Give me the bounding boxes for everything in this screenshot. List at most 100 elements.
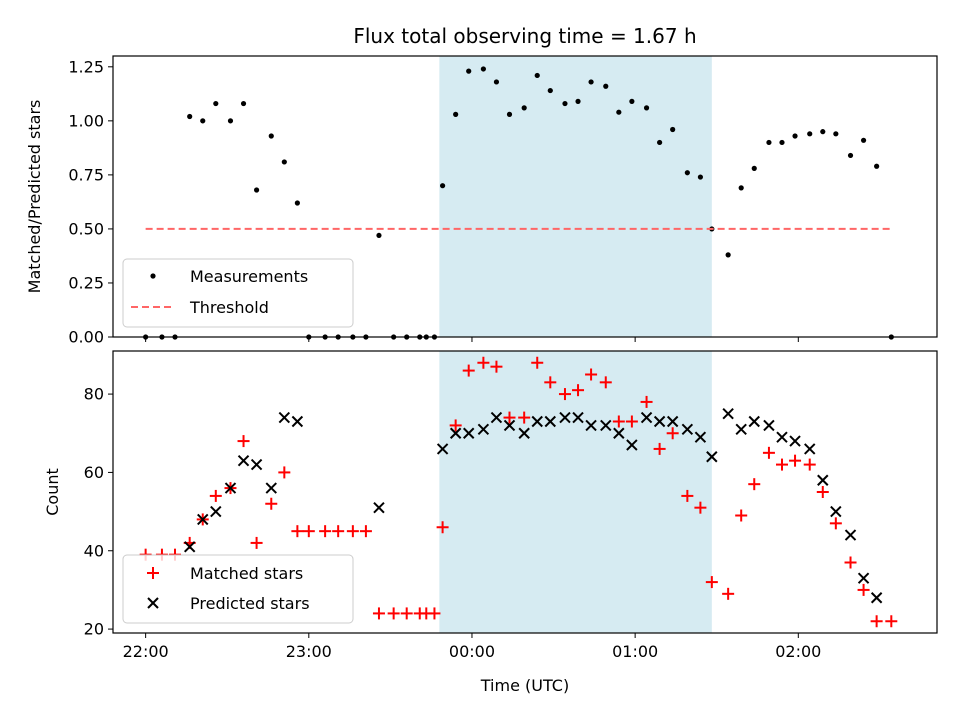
predicted-stars-point	[626, 439, 638, 451]
measurements-point	[227, 118, 234, 124]
y-tick-label: 1.00	[68, 111, 104, 130]
predicted-stars-point	[681, 423, 694, 436]
measurements-point	[562, 100, 568, 107]
predicted-stars-point	[706, 451, 718, 463]
matched-stars-point	[844, 556, 857, 569]
predicted-stars-point	[544, 415, 556, 428]
predicted-stars-point	[722, 407, 734, 420]
y-tick-label: 20	[84, 620, 104, 639]
legend-label-threshold: Threshold	[189, 298, 269, 317]
legend-marker-predicted-stars	[147, 597, 159, 609]
measurements-point	[616, 109, 622, 115]
predicted-stars-point	[857, 572, 870, 584]
top-panel-x-ticks	[145, 337, 799, 342]
matched-stars-point	[816, 486, 829, 498]
bottom-panel: 20 40 60 80 22:00 23:00 00:00 01:00 02:00 Count…	[43, 350, 938, 695]
measurements-point	[534, 72, 540, 79]
predicted-stars-point	[585, 419, 597, 432]
measurements-point	[453, 111, 459, 117]
matched-stars-point	[400, 607, 413, 620]
predicted-stars-point	[844, 529, 857, 541]
measurements-point	[493, 79, 500, 85]
predicted-stars-point	[490, 411, 503, 424]
measurements-point	[751, 165, 757, 171]
measurements-point	[480, 66, 486, 72]
predicted-stars-point	[278, 411, 291, 424]
matched-stars-point	[503, 411, 516, 424]
measurements-point	[200, 118, 206, 124]
measurements-point	[240, 100, 247, 107]
predicted-stars-point	[210, 505, 222, 518]
x-tick-label: 02:00	[775, 642, 821, 661]
y-tick-label: 60	[84, 463, 104, 482]
matched-stars-point	[291, 525, 304, 538]
matched-stars-point	[302, 525, 315, 538]
matched-stars-point	[531, 356, 544, 369]
predicted-stars-point	[653, 415, 666, 428]
matched-stars-point	[829, 517, 842, 530]
predicted-stars-point	[559, 411, 571, 424]
measurements-point	[738, 185, 744, 191]
top-panel: 0.00 0.25 0.50 0.75 1.00 1.25 Matched/Predict…	[25, 55, 938, 347]
top-panel-ylabel: Matched/Predicted stars	[25, 100, 44, 294]
predicted-stars-point	[804, 443, 816, 455]
predicted-stars-point	[518, 427, 530, 439]
predicted-stars-point	[748, 415, 760, 428]
predicted-stars-point	[666, 415, 679, 428]
predicted-stars-point	[265, 482, 277, 494]
predicted-stars-point	[449, 427, 462, 439]
predicted-stars-point	[237, 454, 250, 467]
matched-stars-point	[722, 587, 735, 600]
measurements-point	[521, 105, 527, 111]
predicted-stars-point	[694, 431, 707, 443]
predicted-stars-point	[531, 415, 543, 428]
matched-stars-point	[705, 576, 718, 589]
predicted-stars-point	[776, 431, 788, 443]
bottom-panel-content	[139, 356, 898, 628]
y-tick-label: 0.50	[68, 219, 104, 238]
top-panel-y-ticks: 0.00 0.25 0.50 0.75 1.00 1.25	[68, 57, 113, 347]
matched-stars-point	[735, 509, 748, 522]
matched-stars-point	[436, 521, 449, 534]
measurements-point	[860, 137, 867, 143]
matched-stars-point	[265, 497, 278, 510]
matched-stars-point	[319, 525, 332, 538]
matched-stars-point	[490, 360, 503, 373]
legend-label-measurements: Measurements	[190, 267, 308, 286]
top-panel-content	[143, 66, 894, 340]
legend-marker-matched-stars	[147, 567, 159, 579]
y-tick-label: 0.25	[68, 273, 104, 292]
predicted-stars-point	[462, 427, 475, 439]
predicted-stars-point	[870, 592, 883, 604]
matched-stars-point	[544, 376, 557, 389]
measurements-point	[766, 139, 772, 146]
top-panel-frame	[112, 55, 938, 338]
matched-stars-point	[250, 536, 263, 549]
predicted-stars-point	[477, 423, 490, 436]
top-panel-legend: Measurements Threshold	[122, 258, 354, 328]
matched-stars-point	[372, 607, 385, 620]
matched-stars-point	[585, 368, 598, 381]
matched-stars-point	[612, 415, 625, 428]
measurements-point	[874, 163, 880, 169]
predicted-stars-point	[640, 411, 653, 424]
matched-stars-point	[870, 615, 883, 628]
measurements-point	[603, 83, 609, 89]
predicted-stars-point	[197, 513, 209, 526]
measurements-point	[466, 68, 472, 74]
measurements-point	[588, 79, 594, 85]
matched-stars-point	[625, 415, 638, 428]
y-tick-label: 1.25	[68, 57, 104, 76]
matched-stars-point	[599, 376, 612, 389]
measurements-point	[725, 252, 731, 258]
predicted-stars-point	[224, 482, 237, 494]
matched-stars-point	[762, 446, 775, 459]
bottom-panel-ylabel: Count	[43, 468, 62, 516]
predicted-stars-point	[250, 458, 263, 471]
predicted-stars-point	[600, 419, 612, 432]
predicted-stars-point	[373, 501, 385, 514]
measurements-point	[820, 129, 826, 135]
measurements-point	[187, 113, 193, 120]
matched-stars-point	[640, 395, 653, 408]
